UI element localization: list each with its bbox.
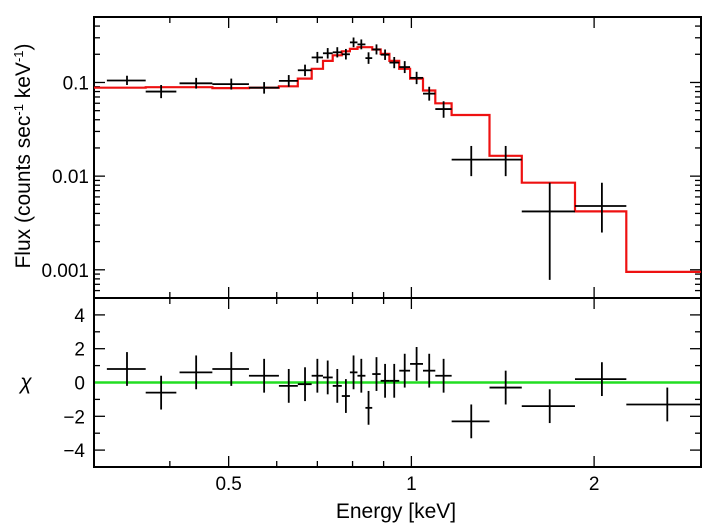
residual-data-point (297, 367, 312, 402)
flux-data-point (357, 39, 366, 50)
flux-data-point (179, 77, 213, 89)
flux-axis-title-end: ) (12, 43, 35, 50)
flux-data-point (410, 71, 423, 85)
flux-data-point (365, 52, 373, 64)
residual-data-point (341, 379, 350, 413)
flux-panel: 0.1 0.01 0.001 (41, 16, 702, 299)
flux-axis-title-sup1: -1 (11, 104, 26, 116)
residual-data-point (349, 355, 358, 390)
flux-data-point (297, 64, 312, 77)
flux-data-point (278, 75, 298, 87)
residual-tick-label: 2 (74, 340, 85, 361)
residual-panel: 4 2 0 −2 −4 (63, 297, 702, 468)
residual-data-point (365, 390, 373, 425)
residual-data-point (380, 363, 390, 398)
flux-data-point (422, 86, 436, 101)
flux-data-point (212, 78, 249, 90)
flux-data-point (389, 57, 400, 69)
residual-data-point (521, 389, 575, 424)
residual-data-point (422, 353, 436, 388)
flux-panel-frame (93, 16, 702, 299)
flux-data-point (332, 47, 342, 58)
residual-data-point (179, 355, 213, 390)
flux-data-point (380, 49, 390, 60)
flux-tick-label: 0.01 (52, 167, 89, 188)
residual-tick-label: 4 (74, 306, 85, 327)
flux-data-point (489, 145, 522, 177)
residual-data-point (389, 363, 400, 398)
residual-data-point (626, 387, 701, 422)
flux-data-point (574, 182, 627, 233)
residual-data-point (435, 358, 452, 393)
flux-axis-title-start: Flux (counts sec (12, 116, 35, 269)
flux-axis-title-sup2: -1 (11, 50, 26, 62)
energy-axis-title: Energy [keV] (336, 500, 456, 523)
residual-data-point (357, 358, 366, 393)
residual-data-point (278, 368, 298, 403)
flux-data-point (311, 51, 323, 63)
flux-data-point (106, 75, 146, 85)
residual-tick-label: 0 (74, 374, 85, 395)
residual-data-point (451, 404, 490, 439)
residual-data-point (145, 375, 177, 410)
residual-tick-label: −2 (63, 407, 85, 428)
energy-axis: 0.5 1 2 (169, 17, 600, 495)
residual-data-point (574, 362, 627, 397)
flux-data-point (399, 61, 411, 74)
chi-axis-title: χ (18, 371, 32, 394)
x-tick-label: 2 (589, 474, 600, 495)
flux-data-point (372, 44, 381, 55)
flux-data-point (435, 101, 452, 118)
model-step-curve (94, 46, 701, 273)
residual-data-point (332, 368, 342, 403)
flux-data-point (521, 182, 575, 280)
flux-tick-label: 0.001 (41, 261, 89, 282)
residual-data-point (372, 357, 381, 391)
residual-data-point (410, 347, 423, 381)
flux-axis-title-middle: keV (12, 62, 35, 104)
flux-data-point (341, 48, 350, 60)
residual-data-point (248, 358, 279, 393)
residual-data-point (106, 352, 146, 386)
residual-data-point (212, 352, 249, 386)
flux-data-point (322, 48, 333, 59)
residual-data-point (322, 360, 333, 395)
residual-data-point (311, 358, 323, 393)
residual-data-point (399, 353, 411, 388)
residual-tick-label: −4 (63, 441, 85, 462)
flux-data-point (248, 82, 279, 94)
flux-data-point (451, 145, 490, 177)
x-tick-label: 0.5 (215, 474, 241, 495)
flux-data-point (349, 37, 358, 48)
x-tick-label: 1 (406, 474, 417, 495)
flux-axis-title: Flux (counts sec-1 keV-1) (11, 43, 36, 268)
flux-data-point (145, 84, 177, 99)
residual-data-point (489, 370, 522, 405)
flux-tick-label: 0.1 (63, 73, 89, 94)
